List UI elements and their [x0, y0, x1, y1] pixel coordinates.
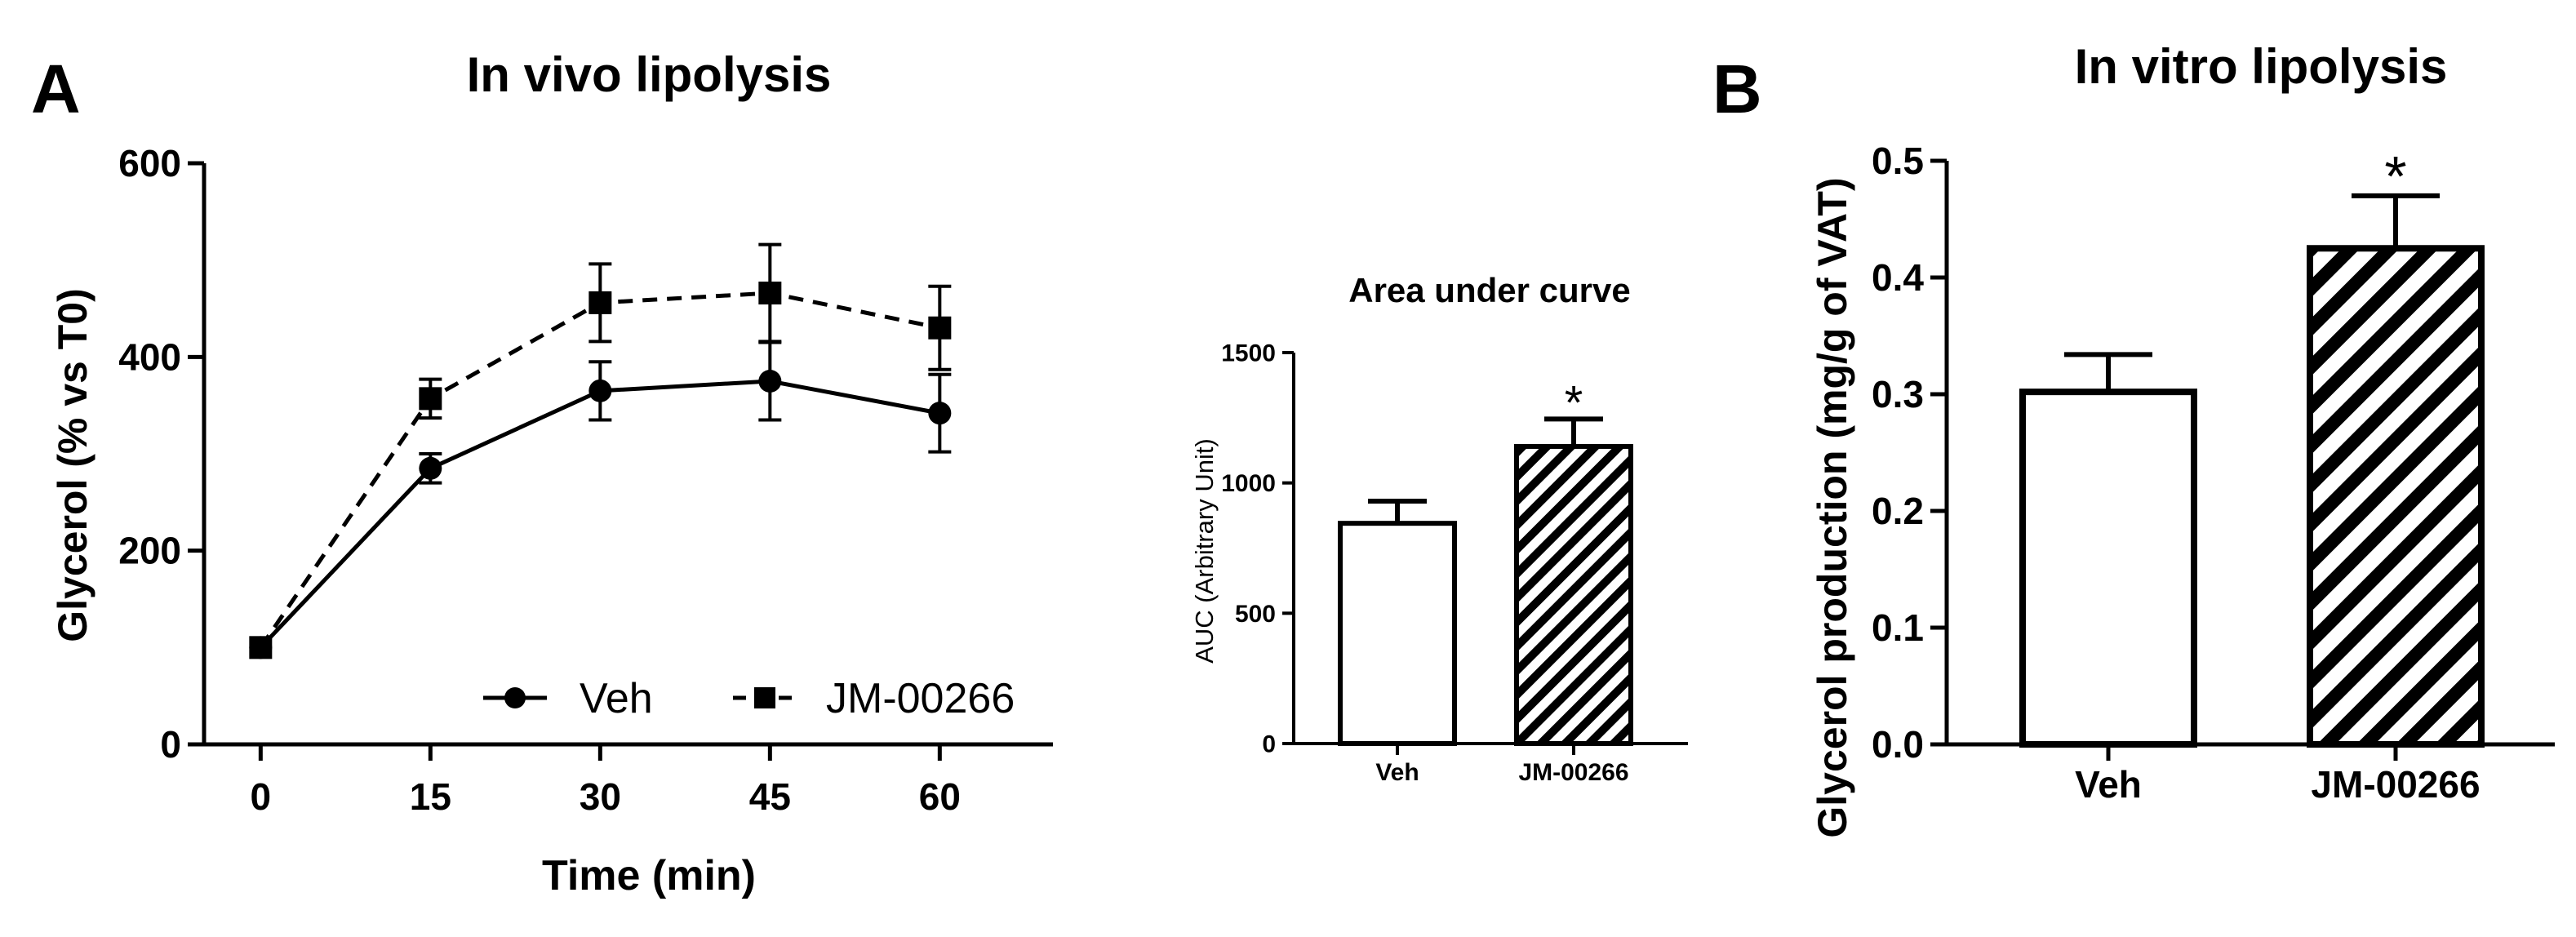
in-vitro-significance-label: * — [2384, 144, 2406, 208]
in-vivo-y-tick-label: 200 — [118, 530, 181, 572]
in-vivo-x-tick-label: 0 — [251, 775, 272, 818]
in-vivo-x-axis-label: Time (min) — [542, 852, 756, 899]
series-line-jm — [259, 291, 940, 649]
in-vivo-y-tick-label: 0 — [160, 723, 181, 766]
in-vivo-line-chart: In vivo lipolysis Glycerol (% vs T0) Tim… — [50, 47, 1053, 899]
auc-y-tick-label: 1500 — [1221, 340, 1276, 367]
in-vitro-category-label: Veh — [2075, 763, 2142, 806]
in-vivo-y-tick-label: 600 — [118, 142, 181, 184]
auc-title: Area under curve — [1348, 271, 1630, 309]
in-vitro-y-tick-label: 0.0 — [1872, 723, 1924, 766]
auc-y-tick-label: 0 — [1262, 731, 1276, 758]
data-point-jm — [758, 282, 782, 305]
in-vitro-y-tick-label: 0.2 — [1872, 490, 1924, 532]
auc-significance-label: * — [1565, 376, 1583, 429]
in-vitro-category-label: JM-00266 — [2311, 763, 2480, 806]
auc-y-tick-label: 1000 — [1221, 470, 1276, 497]
in-vivo-y-axis-label: Glycerol (% vs T0) — [50, 288, 95, 642]
legend-marker-jm — [754, 687, 775, 708]
legend-label-veh: Veh — [580, 675, 653, 722]
data-point-jm — [588, 291, 612, 314]
in-vitro-y-tick-label: 0.3 — [1872, 373, 1924, 415]
in-vitro-y-tick-label: 0.4 — [1872, 256, 1924, 299]
in-vivo-title: In vivo lipolysis — [467, 47, 832, 102]
auc-y-axis-label: AUC (Arbitrary Unit) — [1190, 438, 1219, 664]
in-vitro-bar-chart: In vitro lipolysis Glycerol production (… — [1810, 39, 2555, 838]
auc-bar — [1514, 443, 1633, 747]
auc-y-tick-label: 500 — [1235, 601, 1276, 628]
in-vitro-title: In vitro lipolysis — [2075, 39, 2448, 94]
auc-bar-chart: Area under curve AUC (Arbitrary Unit) 0 5… — [1190, 271, 1688, 786]
in-vivo-x-tick-label: 30 — [580, 775, 621, 818]
in-vitro-y-axis-label: Glycerol production (mg/g of VAT) — [1810, 177, 1855, 837]
in-vitro-axes: 0.0 0.1 0.2 0.3 0.4 0.5 Veh JM-00266 — [1872, 140, 2555, 806]
panel-label-a: A — [31, 51, 81, 127]
in-vitro-y-tick-label: 0.1 — [1872, 606, 1924, 649]
in-vitro-bar — [2019, 389, 2197, 748]
auc-category-label: JM-00266 — [1518, 759, 1628, 786]
legend-marker-veh — [504, 687, 526, 708]
in-vivo-series — [249, 242, 952, 659]
data-point-veh — [419, 456, 442, 480]
data-point-jm — [928, 316, 952, 340]
data-point-veh — [588, 379, 612, 402]
in-vitro-y-tick-label: 0.5 — [1872, 140, 1924, 182]
in-vivo-x-tick-label: 60 — [919, 775, 961, 818]
in-vitro-bar — [2307, 245, 2485, 748]
legend-label-jm: JM-00266 — [826, 675, 1015, 722]
auc-category-label: Veh — [1375, 759, 1419, 786]
data-point-veh — [928, 402, 952, 425]
in-vivo-x-tick-label: 15 — [410, 775, 451, 818]
panel-label-b: B — [1712, 51, 1762, 127]
in-vivo-axes: 0 200 400 600 0 15 30 45 60 — [118, 142, 1053, 818]
auc-bar — [1338, 521, 1457, 746]
data-point-jm — [419, 387, 442, 411]
in-vivo-x-tick-label: 45 — [749, 775, 791, 818]
in-vivo-y-tick-label: 400 — [118, 335, 181, 378]
data-point-veh — [758, 370, 782, 393]
auc-bars: * — [1338, 376, 1633, 747]
in-vitro-bars: * — [2019, 144, 2485, 748]
data-point-jm — [249, 636, 273, 659]
in-vivo-legend: Veh JM-00266 — [483, 675, 1015, 722]
